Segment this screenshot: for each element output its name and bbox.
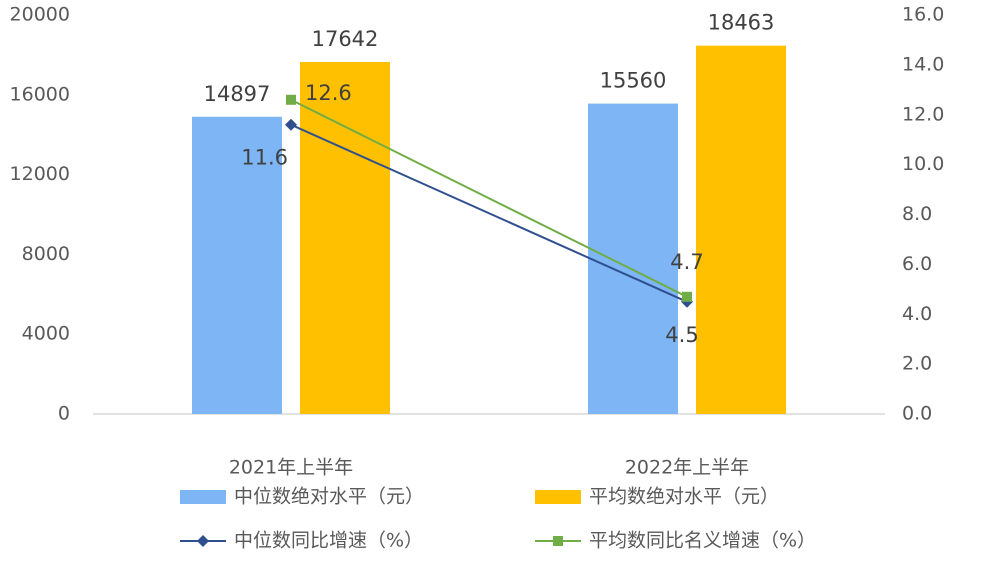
y2-tick-label: 0.0 [902,403,932,425]
y2-tick-label: 14.0 [902,53,944,75]
legend-marker [197,535,209,547]
y2-tick-label: 4.0 [902,303,932,325]
legend-label: 平均数绝对水平（元） [589,486,779,508]
y2-tick-label: 10.0 [902,153,944,175]
x-tick-label: 2021年上半年 [229,457,353,479]
line-value-label: 4.7 [670,250,703,274]
marker [285,118,297,131]
y-tick-label: 16000 [10,83,70,105]
y2-tick-label: 6.0 [902,253,932,275]
marker [286,94,296,105]
legend-label: 中位数绝对水平（元） [234,486,424,508]
bar-value-label: 14897 [204,82,271,106]
line-value-label: 11.6 [241,146,288,170]
line-value-label: 12.6 [305,81,352,105]
marker [682,291,692,302]
y2-tick-label: 16.0 [902,4,944,26]
y-tick-label: 12000 [10,163,70,185]
y-tick-label: 0 [58,403,70,425]
legend-marker [553,536,563,546]
bar [696,45,786,415]
line-value-label: 4.5 [665,323,698,347]
legend-swatch [180,490,226,504]
y2-tick-label: 2.0 [902,353,932,375]
legend-label: 平均数同比名义增速（%） [589,530,816,552]
line [290,123,688,303]
y-tick-label: 4000 [22,323,70,345]
bar [192,116,282,415]
bar [300,62,390,414]
bar-value-label: 15560 [600,69,667,93]
y2-tick-label: 12.0 [902,103,944,125]
y2-tick-label: 8.0 [902,203,932,225]
y-tick-label: 8000 [22,243,70,265]
bar [588,103,678,414]
legend-label: 中位数同比增速（%） [234,530,423,552]
line [290,98,688,298]
x-tick-label: 2022年上半年 [625,457,749,479]
y-tick-label: 20000 [10,4,70,26]
bar-value-label: 17642 [312,27,379,51]
bar-value-label: 18463 [708,11,775,35]
legend-swatch [535,490,581,504]
